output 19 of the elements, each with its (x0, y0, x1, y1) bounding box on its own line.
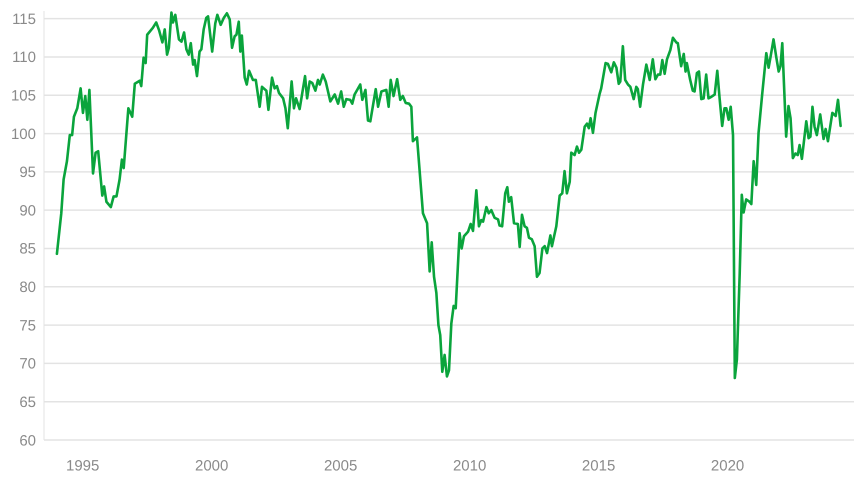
y-tick-label: 80 (19, 279, 36, 296)
y-tick-label: 70 (19, 356, 36, 373)
x-tick-label: 2010 (452, 457, 486, 474)
x-tick-label: 2000 (194, 457, 228, 474)
x-tick-label: 2005 (324, 457, 358, 474)
line-series (56, 11, 842, 380)
y-tick-label: 85 (19, 240, 36, 258)
x-tick-label: 1995 (66, 457, 100, 474)
y-tick-label: 75 (19, 317, 36, 334)
x-tick-label: 2020 (710, 457, 744, 474)
y-tick-label: 60 (19, 432, 36, 450)
y-tick-label: 90 (19, 202, 36, 220)
x-tick-label: 2015 (582, 457, 616, 474)
y-tick-label: 95 (19, 164, 36, 182)
y-tick-label: 105 (10, 88, 36, 105)
y-tick-label: 65 (19, 394, 36, 411)
y-tick-label: 110 (12, 49, 36, 66)
y-tick-label: 100 (10, 126, 36, 143)
y-tick-label: 115 (12, 10, 36, 28)
